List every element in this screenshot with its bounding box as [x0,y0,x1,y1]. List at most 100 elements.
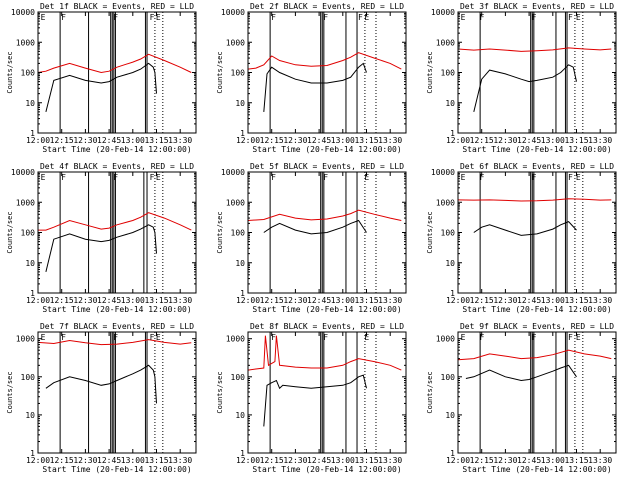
y-tick-label: 10 [235,411,245,420]
x-axis-label: Start Time (20-Feb-14 12:00:00) [462,465,611,474]
x-axis-label: Start Time (20-Feb-14 12:00:00) [252,145,401,154]
y-tick-label: 1000 [226,198,245,207]
y-tick-label: 1 [240,289,245,298]
x-tick-label: 12:15 [260,136,284,145]
y-tick-label: 1 [30,449,35,458]
x-tick-label: 12:00 [446,136,470,145]
marker-label: F [113,173,118,182]
marker-label: F [568,13,573,22]
marker-label: F [150,173,155,182]
x-tick-label: 12:00 [446,456,470,465]
series-line-events [465,364,577,382]
marker-label: E [156,333,161,342]
marker-label: F [271,173,276,182]
y-tick-label: 1 [30,289,35,298]
series-line-events [263,62,367,112]
x-tick-label: 13:15 [144,296,168,305]
y-tick-label: 100 [231,229,246,238]
x-axis-label: Start Time (20-Feb-14 12:00:00) [462,305,611,314]
x-tick-label: 12:15 [470,136,494,145]
marker-label: E [156,173,161,182]
y-axis-label: Counts/sec [6,211,14,253]
x-tick-label: 12:00 [26,136,50,145]
chart-title: Det 9f BLACK = Events, RED = LLD [460,322,614,331]
y-tick-label: 10 [25,411,35,420]
x-axis-label: Start Time (20-Feb-14 12:00:00) [42,465,191,474]
marker-label: E [461,13,466,22]
y-tick-label: 1000 [226,335,245,344]
y-tick-label: 1 [30,129,35,138]
x-tick-label: 12:45 [517,136,541,145]
y-tick-label: 10 [445,411,455,420]
x-tick-label: 12:45 [517,456,541,465]
x-tick-label: 13:15 [144,456,168,465]
marker-label: E [156,13,161,22]
x-axis-label: Start Time (20-Feb-14 12:00:00) [462,145,611,154]
x-axis-label: Start Time (20-Feb-14 12:00:00) [42,305,191,314]
x-tick-label: 12:30 [493,296,517,305]
marker-label: E [41,13,46,22]
y-tick-label: 10 [235,259,245,268]
x-tick-label: 13:00 [121,136,145,145]
x-tick-label: 12:30 [283,296,307,305]
marker-label: F [480,173,485,182]
marker-label: F [480,13,485,22]
y-tick-label: 10000 [221,8,245,17]
y-axis-label: Counts/sec [216,51,224,93]
chart-title: Det 8f BLACK = Events, RED = LLD [250,322,404,331]
y-tick-label: 10 [25,259,35,268]
y-tick-label: 100 [21,229,36,238]
y-tick-label: 10000 [11,168,35,177]
chart-title: Det 7f BLACK = Events, RED = LLD [40,322,194,331]
y-axis-label: Counts/sec [426,51,434,93]
x-tick-label: 13:15 [354,456,378,465]
y-tick-label: 1 [240,449,245,458]
plot-frame [457,11,617,134]
x-tick-label: 13:30 [378,296,402,305]
marker-label: F [532,13,537,22]
x-tick-label: 12:45 [517,296,541,305]
y-tick-label: 1000 [16,38,35,47]
marker-label: E [364,333,369,342]
y-tick-label: 100 [21,69,36,78]
series-line-events [263,374,367,427]
x-tick-label: 13:00 [331,296,355,305]
series-line-events [45,62,157,113]
marker-label: F [358,13,363,22]
marker-label: E [576,173,581,182]
series-line-lld [457,198,612,202]
marker-label: E [364,13,369,22]
y-tick-label: 100 [441,229,456,238]
chart-title: Det 1f BLACK = Events, RED = LLD [40,2,194,11]
x-axis-label: Start Time (20-Feb-14 12:00:00) [252,465,401,474]
x-tick-label: 12:30 [73,296,97,305]
series-line-lld [38,212,192,231]
x-tick-label: 12:30 [73,136,97,145]
marker-label: F [271,333,276,342]
y-tick-label: 100 [231,69,246,78]
x-tick-label: 13:15 [564,456,588,465]
y-axis-label: Counts/sec [426,371,434,413]
y-tick-label: 100 [441,69,456,78]
x-tick-label: 12:45 [97,456,121,465]
x-tick-label: 12:30 [493,456,517,465]
marker-label: E [41,333,46,342]
x-tick-label: 12:30 [283,456,307,465]
series-line-events [45,364,157,404]
y-tick-label: 1000 [436,335,455,344]
marker-label: F [532,173,537,182]
x-tick-label: 13:30 [588,456,612,465]
marker-label: F [150,13,155,22]
y-tick-label: 10 [445,259,455,268]
marker-label: F [532,333,537,342]
y-tick-label: 1 [240,129,245,138]
marker-label: F [61,13,66,22]
x-tick-label: 13:00 [331,136,355,145]
plot-frame [247,331,407,454]
x-tick-label: 12:00 [26,296,50,305]
